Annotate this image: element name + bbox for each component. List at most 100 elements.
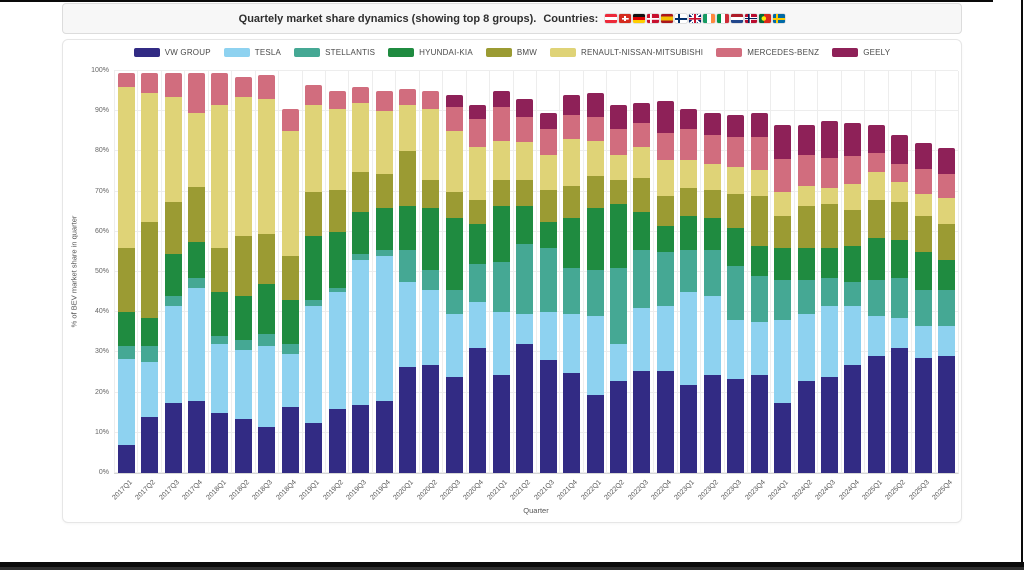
bar-segment bbox=[797, 314, 815, 381]
bar-segment bbox=[492, 179, 510, 206]
bar-segment bbox=[399, 205, 417, 250]
y-tick-label: 70% bbox=[94, 187, 109, 195]
bar-segment bbox=[445, 217, 463, 291]
stacked-bar-2021Q3 bbox=[539, 113, 557, 473]
bar-segment bbox=[610, 344, 628, 381]
bar-segment bbox=[141, 73, 159, 94]
stacked-bar-2020Q1 bbox=[399, 89, 417, 473]
x-tick-label: 2021Q1 bbox=[486, 479, 509, 502]
bar-segment bbox=[750, 322, 768, 375]
x-tick-label: 2025Q1 bbox=[861, 479, 884, 502]
bar-segment bbox=[516, 141, 534, 180]
stacked-bar-2025Q4 bbox=[938, 147, 956, 473]
spain-flag-icon bbox=[661, 14, 674, 23]
bar-segment bbox=[469, 302, 487, 349]
bar-segment bbox=[938, 197, 956, 224]
x-tick-label: 2019Q2 bbox=[322, 479, 345, 502]
x-tick-label: 2021Q4 bbox=[556, 479, 580, 502]
bar-segment bbox=[352, 103, 370, 172]
stacked-bar-2017Q2 bbox=[141, 73, 159, 473]
bar-segment bbox=[563, 314, 581, 373]
bar-segment bbox=[656, 195, 674, 226]
bar-segment bbox=[727, 193, 745, 228]
bar-segment bbox=[117, 312, 135, 347]
window-bottom-border-shadow bbox=[0, 567, 1024, 570]
austria-flag-icon bbox=[605, 14, 618, 23]
bar-segment bbox=[633, 177, 651, 212]
bar-segment bbox=[914, 251, 932, 291]
bar-segment bbox=[610, 179, 628, 204]
x-tick-label: 2023Q3 bbox=[720, 479, 744, 502]
portugal-flag-icon bbox=[759, 14, 772, 23]
x-tick-label: 2022Q4 bbox=[650, 479, 673, 502]
y-tick-label: 50% bbox=[94, 268, 109, 275]
bar-segment bbox=[610, 380, 628, 473]
bar-segment bbox=[750, 137, 768, 170]
stacked-bar-2025Q2 bbox=[891, 135, 909, 473]
bar-segment bbox=[703, 249, 721, 297]
bar-segment bbox=[867, 199, 885, 238]
bar-segment bbox=[844, 364, 862, 473]
stacked-bar-2023Q4 bbox=[750, 113, 768, 473]
bar-segment bbox=[938, 290, 956, 327]
y-tick-label: 90% bbox=[94, 107, 109, 115]
bar-segment bbox=[469, 348, 487, 473]
bar-slot-2020Q4 bbox=[465, 71, 489, 473]
bar-segment bbox=[586, 207, 604, 271]
bar-segment bbox=[375, 111, 393, 174]
bar-segment bbox=[750, 113, 768, 138]
bar-slot-2025Q2 bbox=[887, 71, 911, 473]
bar-segment bbox=[234, 296, 252, 341]
window-top-border bbox=[0, 0, 993, 2]
header-card: Quartely market share dynamics (showing … bbox=[62, 3, 962, 34]
bar-segment bbox=[914, 193, 932, 216]
legend-label: TESLA bbox=[254, 48, 282, 57]
x-tick-label: 2023Q1 bbox=[673, 479, 697, 502]
stacked-bar-2020Q2 bbox=[422, 91, 440, 473]
legend-label: VW GROUP bbox=[164, 48, 211, 57]
bar-segment bbox=[211, 248, 229, 293]
bar-segment bbox=[188, 241, 206, 278]
bar-segment bbox=[563, 217, 581, 269]
bar-segment bbox=[492, 312, 510, 375]
legend-swatch-icon bbox=[294, 48, 321, 57]
bar-segment bbox=[281, 354, 299, 407]
bar-segment bbox=[234, 97, 252, 236]
x-tick-label: 2021Q2 bbox=[509, 479, 533, 502]
bar-slot-2022Q1 bbox=[582, 71, 606, 473]
legend-swatch-icon bbox=[550, 48, 577, 57]
bar-segment bbox=[844, 155, 862, 184]
bar-slot-2020Q3 bbox=[442, 71, 465, 473]
bar-segment bbox=[680, 129, 698, 160]
x-axis-title: Quarter bbox=[523, 506, 549, 515]
stacked-bar-2017Q4 bbox=[188, 72, 206, 473]
bar-segment bbox=[656, 251, 674, 307]
bar-segment bbox=[774, 320, 792, 403]
stacked-bar-2020Q3 bbox=[445, 95, 463, 473]
x-tick-label: 2020Q2 bbox=[415, 479, 439, 502]
bar-slot-2017Q2 bbox=[137, 71, 160, 473]
bar-segment bbox=[211, 292, 229, 337]
x-tick-label: 2018Q3 bbox=[251, 479, 275, 502]
bar-segment bbox=[774, 159, 792, 192]
bar-segment bbox=[844, 306, 862, 365]
bar-segment bbox=[891, 135, 909, 164]
bar-segment bbox=[422, 364, 440, 473]
bar-segment bbox=[281, 300, 299, 345]
x-tick-label: 2020Q1 bbox=[392, 479, 415, 502]
y-tick-label: 60% bbox=[94, 227, 109, 235]
bar-segment bbox=[539, 312, 557, 361]
legend-label: GEELY bbox=[863, 48, 891, 57]
bar-slot-2023Q4 bbox=[747, 71, 770, 473]
legend-swatch-icon bbox=[133, 48, 160, 57]
bar-segment bbox=[422, 91, 440, 110]
stacked-bar-2021Q4 bbox=[563, 95, 581, 473]
bar-slot-2021Q3 bbox=[536, 71, 559, 473]
bar-segment bbox=[563, 268, 581, 315]
bar-segment bbox=[867, 237, 885, 281]
bar-segment bbox=[867, 280, 885, 317]
bar-segment bbox=[117, 73, 135, 88]
bar-segment bbox=[891, 163, 909, 182]
x-tick-label: 2017Q4 bbox=[181, 479, 204, 502]
bar-segment bbox=[821, 157, 839, 188]
